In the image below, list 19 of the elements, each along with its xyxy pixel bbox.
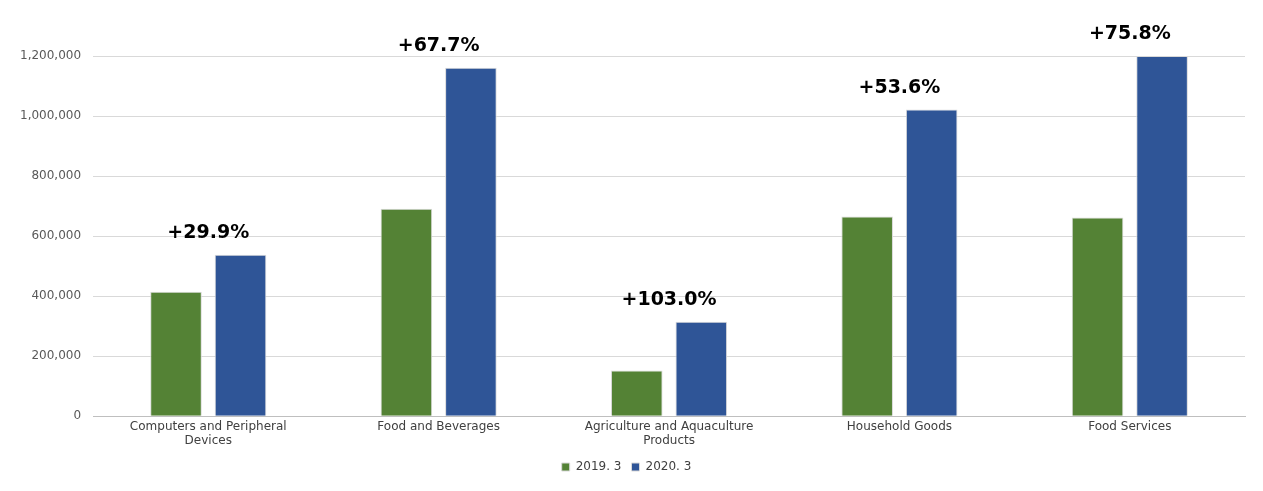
y-tick-label: 600,000 <box>31 228 82 243</box>
x-tick-label: Food and Beverages <box>377 418 500 433</box>
y-tick-label: 800,000 <box>31 168 82 183</box>
x-tick-label: Household Goods <box>846 418 953 433</box>
annotation: +53.6% <box>858 74 941 97</box>
y-tick-label: 1,000,000 <box>19 108 82 123</box>
text: +67.7% <box>397 33 480 56</box>
annotation: +103.0% <box>621 287 717 310</box>
y-tick-label: 0 <box>73 408 82 423</box>
x-tick-label: Food Services <box>1088 418 1172 433</box>
text: +75.8% <box>1088 21 1171 44</box>
legend-label: 2020. 3 <box>645 459 692 474</box>
x-tick-label: Agriculture and Aquaculture Products <box>584 418 754 447</box>
legend-label: 2019. 3 <box>575 459 622 474</box>
x-tick-label: Computers and Peripheral Devices <box>129 418 287 447</box>
y-tick-label: 1,200,000 <box>19 48 82 63</box>
annotation: +29.9% <box>167 220 250 243</box>
y-tick-label: 200,000 <box>31 348 82 363</box>
y-tick-label: 400,000 <box>31 288 82 303</box>
